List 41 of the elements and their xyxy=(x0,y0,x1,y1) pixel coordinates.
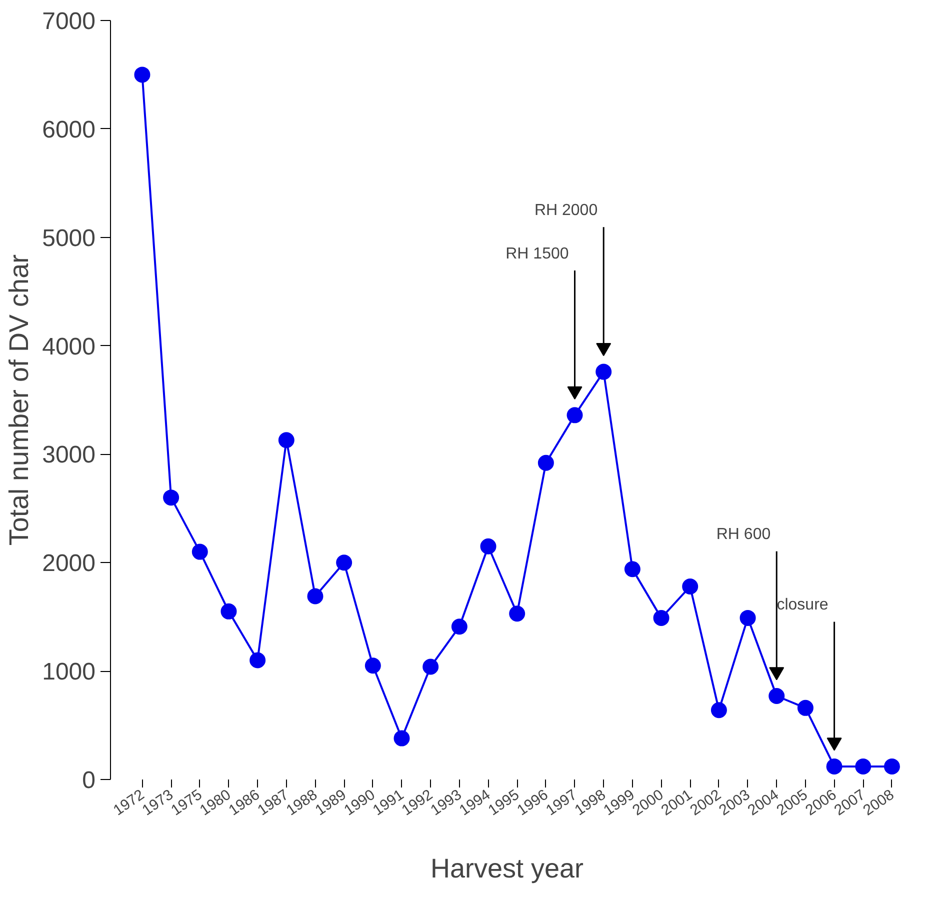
y-tick-label: 6000 xyxy=(42,116,96,144)
point xyxy=(220,603,237,620)
point xyxy=(826,758,842,774)
point xyxy=(884,758,900,774)
point xyxy=(682,578,698,594)
point xyxy=(797,700,814,716)
point xyxy=(422,658,439,675)
point xyxy=(134,66,150,83)
point xyxy=(710,702,727,718)
y-tick-label: 7000 xyxy=(42,8,96,35)
x-axis-title: Harvest year xyxy=(430,853,584,884)
point xyxy=(509,606,526,622)
point xyxy=(192,544,208,560)
point xyxy=(307,588,324,604)
y-axis-title: Total number of DV char xyxy=(4,254,34,546)
point xyxy=(855,758,872,774)
point xyxy=(740,610,756,626)
point xyxy=(566,407,583,424)
point xyxy=(596,364,612,380)
point xyxy=(163,490,180,506)
point xyxy=(653,610,670,626)
point xyxy=(480,538,496,554)
point xyxy=(538,454,554,471)
point xyxy=(278,432,294,448)
point xyxy=(336,554,352,571)
annotation: RH 2000 xyxy=(534,202,598,219)
point xyxy=(624,561,640,578)
y-tick-label: 3000 xyxy=(42,442,96,469)
point xyxy=(451,618,468,635)
y-tick-label: 0 xyxy=(82,767,96,794)
point xyxy=(250,652,266,668)
point xyxy=(364,658,381,674)
annotation: closure xyxy=(776,596,828,614)
annotation: RH 1500 xyxy=(506,245,569,262)
y-tick-label: 4000 xyxy=(42,333,96,360)
point xyxy=(394,730,410,746)
y-tick-label: 1000 xyxy=(42,658,96,686)
y-tick-label: 5000 xyxy=(42,224,96,252)
point xyxy=(768,688,785,704)
annotation: RH 600 xyxy=(716,526,771,544)
y-tick-label: 2000 xyxy=(42,550,96,578)
